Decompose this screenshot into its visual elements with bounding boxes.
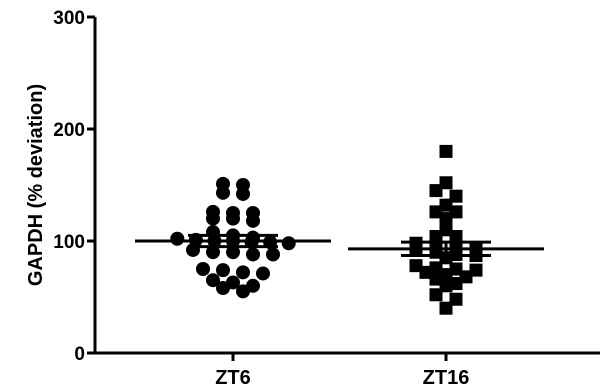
data-point-zt16	[439, 301, 453, 315]
y-tick-label: 300	[53, 8, 85, 29]
data-point-zt16	[449, 205, 463, 219]
data-point-zt16	[429, 205, 443, 219]
mean-sem-bars	[135, 233, 544, 258]
y-tick-label: 200	[53, 120, 85, 141]
y-axis-title: GAPDH (% deviation)	[25, 84, 47, 286]
data-points	[170, 144, 483, 315]
data-point-zt16	[439, 279, 453, 293]
data-point-zt16	[439, 198, 453, 212]
data-point-zt16	[439, 223, 453, 237]
data-point-zt6	[206, 273, 220, 288]
data-point-zt16	[409, 259, 423, 273]
data-point-zt16	[429, 184, 443, 198]
x-tick-label: ZT6	[215, 367, 251, 388]
y-tick-label: 0	[74, 344, 85, 365]
data-point-zt16	[469, 263, 483, 277]
x-tick-label: ZT16	[423, 367, 470, 388]
data-point-zt16	[419, 265, 433, 279]
y-ticks: 0 100 200 300 ZT6 ZT16	[53, 8, 469, 388]
data-point-zt16	[439, 144, 453, 158]
data-point-zt16	[439, 176, 453, 190]
data-point-zt6	[206, 245, 220, 260]
data-point-zt6	[281, 236, 296, 251]
data-point-zt16	[439, 212, 453, 226]
data-point-zt6	[216, 263, 230, 278]
data-point-zt6	[226, 211, 240, 226]
data-point-zt16	[449, 189, 463, 203]
data-point-zt6	[236, 186, 250, 201]
data-point-zt6	[246, 213, 260, 228]
data-point-zt6	[226, 245, 240, 260]
data-point-zt16	[449, 262, 463, 276]
data-point-zt6	[216, 281, 230, 296]
data-point-zt6	[246, 247, 260, 262]
data-point-zt16	[439, 268, 453, 282]
data-point-zt16	[429, 261, 443, 275]
data-point-zt6	[256, 266, 270, 281]
data-point-zt6	[170, 231, 185, 246]
y-tick-label: 100	[53, 232, 85, 253]
data-point-zt6	[236, 284, 250, 299]
axes	[93, 17, 600, 355]
data-point-zt6	[186, 242, 200, 257]
data-point-zt16	[459, 270, 473, 284]
data-point-zt6	[206, 211, 220, 226]
data-point-zt16	[449, 292, 463, 306]
data-point-zt16	[429, 272, 443, 286]
data-point-zt6	[236, 265, 250, 280]
data-point-zt6	[216, 185, 230, 200]
data-point-zt6	[266, 247, 280, 262]
data-point-zt6	[196, 262, 210, 276]
data-point-zt16	[429, 288, 443, 302]
data-point-zt16	[449, 277, 463, 291]
